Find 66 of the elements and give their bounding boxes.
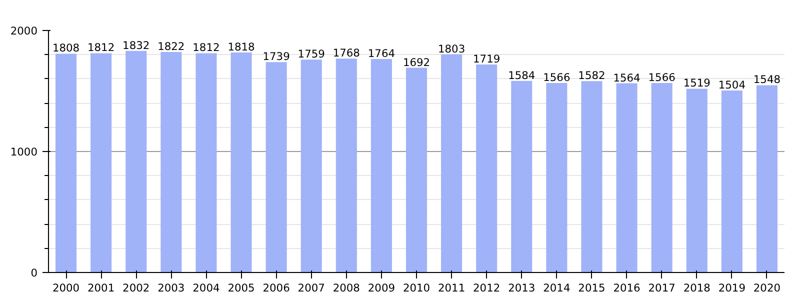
data-label: 1519	[683, 76, 711, 90]
data-label: 1739	[262, 50, 290, 64]
bar	[756, 85, 778, 272]
bar	[370, 59, 392, 272]
data-label: 1759	[298, 48, 326, 61]
bar	[336, 58, 357, 272]
data-label: 1719	[473, 52, 500, 66]
data-label: 1803	[438, 42, 466, 56]
data-label: 1548	[753, 73, 781, 86]
x-tick-label: 2015	[578, 282, 606, 294]
x-tick-label: 2014	[543, 282, 570, 294]
x-tick-label: 2008	[332, 282, 360, 294]
x-tick-label: 2013	[508, 282, 536, 294]
bar	[721, 90, 742, 272]
bar	[406, 68, 428, 272]
x-tick-label: 2016	[613, 282, 641, 294]
bar	[230, 52, 252, 272]
bar	[126, 50, 147, 272]
x-tick-label: 2005	[228, 282, 255, 294]
bar	[90, 53, 112, 272]
x-tick-label: 2019	[718, 282, 746, 294]
data-label: 1584	[508, 68, 536, 82]
x-tick-label: 2010	[402, 282, 430, 294]
x-tick-label: 2012	[473, 282, 500, 294]
data-label: 1822	[158, 40, 185, 54]
data-label: 1832	[122, 38, 150, 52]
data-label: 1566	[543, 71, 570, 84]
x-tick-label: 2017	[648, 282, 676, 294]
data-label: 1692	[402, 56, 430, 69]
bar	[476, 64, 498, 272]
x-tick-label: 2006	[262, 282, 290, 294]
data-label: 1566	[648, 71, 676, 84]
x-tick-label: 2003	[158, 282, 185, 294]
x-tick-label: 2001	[88, 282, 115, 294]
bar	[160, 52, 182, 272]
data-label: 1764	[368, 47, 396, 60]
x-tick-label: 2000	[52, 282, 80, 294]
data-label: 1582	[578, 69, 606, 82]
bar	[651, 83, 672, 272]
data-label: 1504	[718, 78, 746, 92]
bar	[441, 54, 462, 272]
data-label: 1564	[613, 71, 641, 84]
bar	[686, 88, 708, 272]
x-tick-label: 2018	[683, 282, 711, 294]
bar	[300, 60, 322, 272]
bar	[56, 54, 77, 272]
data-label: 1812	[88, 41, 115, 54]
data-label: 1768	[332, 46, 360, 60]
x-tick-label: 2007	[298, 282, 325, 294]
bar	[196, 53, 217, 272]
data-label: 1818	[228, 40, 256, 54]
bar	[616, 83, 638, 272]
x-tick-label: 2002	[122, 282, 150, 294]
data-label: 1808	[52, 42, 80, 55]
y-tick-label: 2000	[10, 24, 38, 38]
bar	[546, 83, 568, 272]
bar	[581, 81, 602, 272]
x-tick-label: 2020	[753, 282, 781, 294]
x-tick-label: 2004	[192, 282, 220, 294]
bar	[511, 80, 532, 272]
y-tick-label: 1000	[10, 146, 38, 158]
bar	[266, 62, 287, 272]
x-tick-label: 2009	[368, 282, 396, 294]
x-tick-label: 2011	[438, 282, 466, 294]
y-tick-label: 0	[30, 266, 38, 280]
data-label: 1812	[192, 41, 220, 54]
